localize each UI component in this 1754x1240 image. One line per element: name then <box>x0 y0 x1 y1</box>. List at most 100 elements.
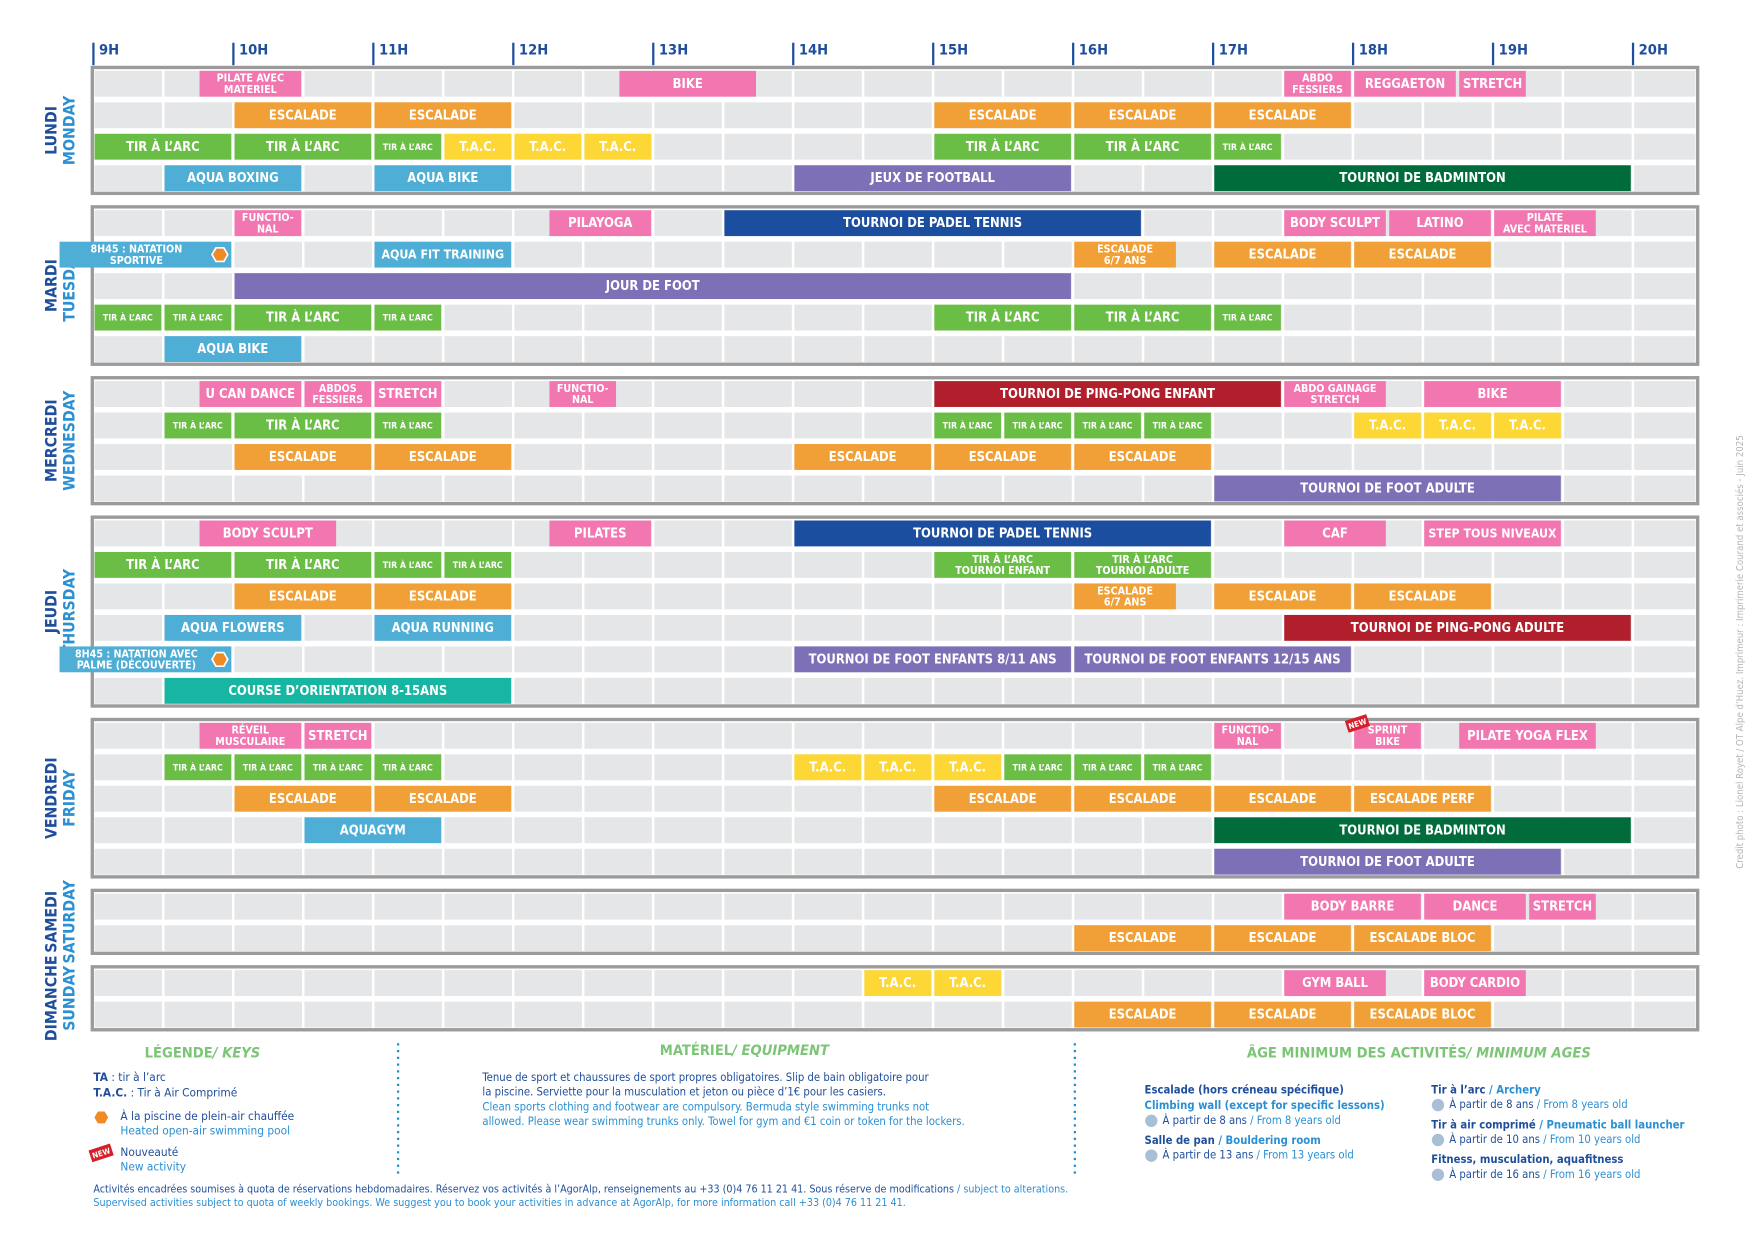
activity-label: 6/7 ANS <box>1104 254 1147 267</box>
legend-title: LÉGENDE/ KEYS <box>145 1044 261 1061</box>
cell <box>1564 520 1632 547</box>
hour-label: 17H <box>1219 42 1248 59</box>
cell <box>1354 133 1422 160</box>
activity <box>1284 381 1386 407</box>
cell <box>94 165 163 192</box>
activity <box>164 412 232 439</box>
activity <box>374 241 512 268</box>
cell <box>94 925 163 952</box>
cell <box>1144 893 1212 920</box>
cell <box>934 1001 1002 1028</box>
cell <box>94 444 163 470</box>
cell <box>1564 785 1632 812</box>
age-name-part: Escalade (hors créneau spécifique) <box>1145 1083 1344 1096</box>
activity <box>1424 412 1491 439</box>
cell <box>1354 304 1422 331</box>
pool-icon <box>211 651 229 668</box>
cell <box>374 520 442 547</box>
cell <box>1144 970 1212 997</box>
activity <box>1214 165 1631 192</box>
activity-label: TIR À L’ARC <box>943 420 993 432</box>
activity-label: ABDOS <box>319 382 357 395</box>
cell <box>1074 817 1142 844</box>
cell <box>1634 475 1696 502</box>
activity <box>724 210 1141 237</box>
cell <box>1354 754 1422 781</box>
cell <box>234 893 302 920</box>
cell <box>654 412 722 439</box>
legend-new-fr: Nouveauté <box>120 1145 178 1159</box>
equipment-title-part: MATÉRIEL <box>660 1042 733 1059</box>
cell <box>1004 241 1072 268</box>
cell <box>654 381 722 407</box>
cell <box>1004 1001 1072 1028</box>
age-value: À partir de 16 ans / From 16 years old <box>1449 1168 1640 1181</box>
cell <box>584 336 652 362</box>
activity <box>234 785 372 812</box>
activity <box>234 210 302 237</box>
cell <box>654 133 722 160</box>
activity-label: TIR À L’ARC <box>383 141 433 153</box>
cell <box>444 754 512 781</box>
day-fr: VENDREDI <box>41 757 60 839</box>
cell <box>164 970 232 997</box>
activity-label: BODY BARRE <box>1311 900 1395 915</box>
cell <box>794 1001 862 1028</box>
cell <box>234 970 302 997</box>
cell <box>1214 677 1282 704</box>
cell <box>934 677 1002 704</box>
cell <box>1074 165 1142 192</box>
cell <box>514 1001 582 1028</box>
cell <box>374 210 442 237</box>
cell <box>164 475 232 502</box>
cell <box>724 475 792 502</box>
age-icon <box>1431 1133 1445 1147</box>
cell <box>1634 677 1696 704</box>
cell <box>1564 241 1632 268</box>
cell <box>1634 520 1696 547</box>
day-fr: MERCREDI <box>41 399 60 482</box>
cell <box>94 273 163 300</box>
activity-label: TOURNOI DE FOOT ENFANTS 8/11 ANS <box>809 652 1057 667</box>
activity-label: JOUR DE FOOT <box>605 279 700 294</box>
cell <box>724 336 792 362</box>
pool-icon <box>211 246 229 263</box>
activity-label: T.A.C. <box>1439 419 1476 434</box>
activity-label: U CAN DANCE <box>206 387 296 402</box>
cell <box>514 925 582 952</box>
day-fr: MARDI <box>41 259 60 312</box>
cell <box>1634 273 1696 300</box>
cell <box>1004 722 1072 749</box>
cell <box>584 444 652 470</box>
cell <box>584 893 652 920</box>
cell <box>1564 475 1632 502</box>
cell <box>584 646 652 673</box>
cell <box>1564 133 1632 160</box>
cell <box>1564 444 1632 470</box>
cell <box>864 848 932 875</box>
cell <box>794 304 862 331</box>
cell <box>94 412 163 439</box>
activity-label: LATINO <box>1416 216 1463 231</box>
cell <box>864 785 932 812</box>
cell <box>164 583 232 610</box>
activity-label: ABDO <box>1302 72 1333 85</box>
cell <box>1634 754 1696 781</box>
cell <box>864 677 932 704</box>
activity-label: TIR À L’ARC <box>453 559 503 571</box>
equipment-title-part: / EQUIPMENT <box>730 1042 830 1059</box>
legend-pool-icon <box>92 1109 111 1126</box>
cell <box>724 102 792 129</box>
activity <box>1074 646 1351 673</box>
activity <box>234 102 372 129</box>
activity-label: FUNCTIO- <box>1222 724 1274 737</box>
cell <box>374 336 442 362</box>
cell <box>1564 381 1632 407</box>
cell <box>1424 754 1492 781</box>
activity <box>1284 614 1631 641</box>
cell <box>724 677 792 704</box>
cell <box>1284 754 1352 781</box>
age-value: À partir de 13 ans / From 13 years old <box>1163 1149 1354 1162</box>
activity <box>1214 1001 1351 1028</box>
